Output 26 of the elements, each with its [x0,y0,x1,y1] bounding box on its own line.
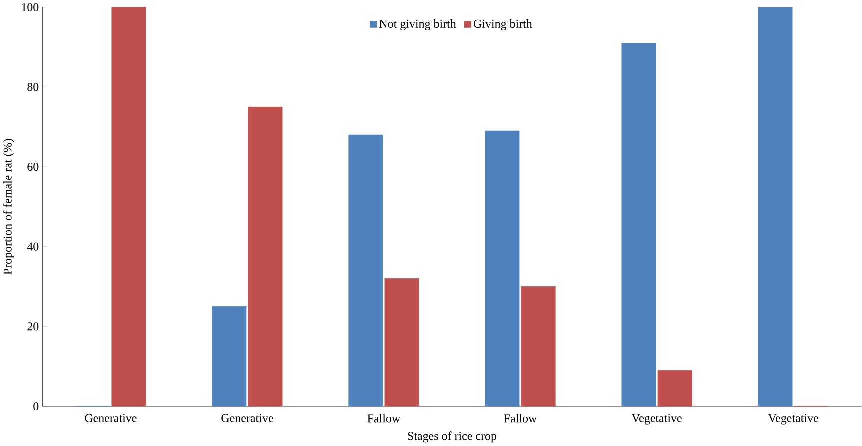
bar [622,43,656,407]
x-tick-label: Vegetative [632,414,682,425]
bar [212,306,247,407]
legend-label: Not giving birth [380,20,456,30]
bar [112,7,146,407]
x-tick-label: Generative [222,414,274,422]
bar [248,106,283,407]
bar [348,134,384,407]
bar [758,7,793,407]
bar [384,278,420,407]
y-tick-label: 40 [27,242,39,251]
x-tick-label: Vegetative [768,414,818,425]
bar [521,286,556,407]
bar [658,370,692,407]
y-tick-label: 80 [28,83,39,92]
x-tick-label: Generative [85,414,137,422]
x-tick-label: Fallow [504,414,538,423]
bar [485,130,520,407]
y-tick-label: 20 [28,322,39,331]
x-tick-label: Fallow [368,414,401,423]
y-axis-title: Proportion of female rat (%) [3,139,14,275]
y-tick-label: 60 [28,162,39,172]
y-tick-label: 0 [34,402,39,411]
legend-label: Giving birth [474,20,532,30]
y-tick-label: 100 [22,3,39,12]
x-axis-title: Stages of rice crop [408,432,497,443]
